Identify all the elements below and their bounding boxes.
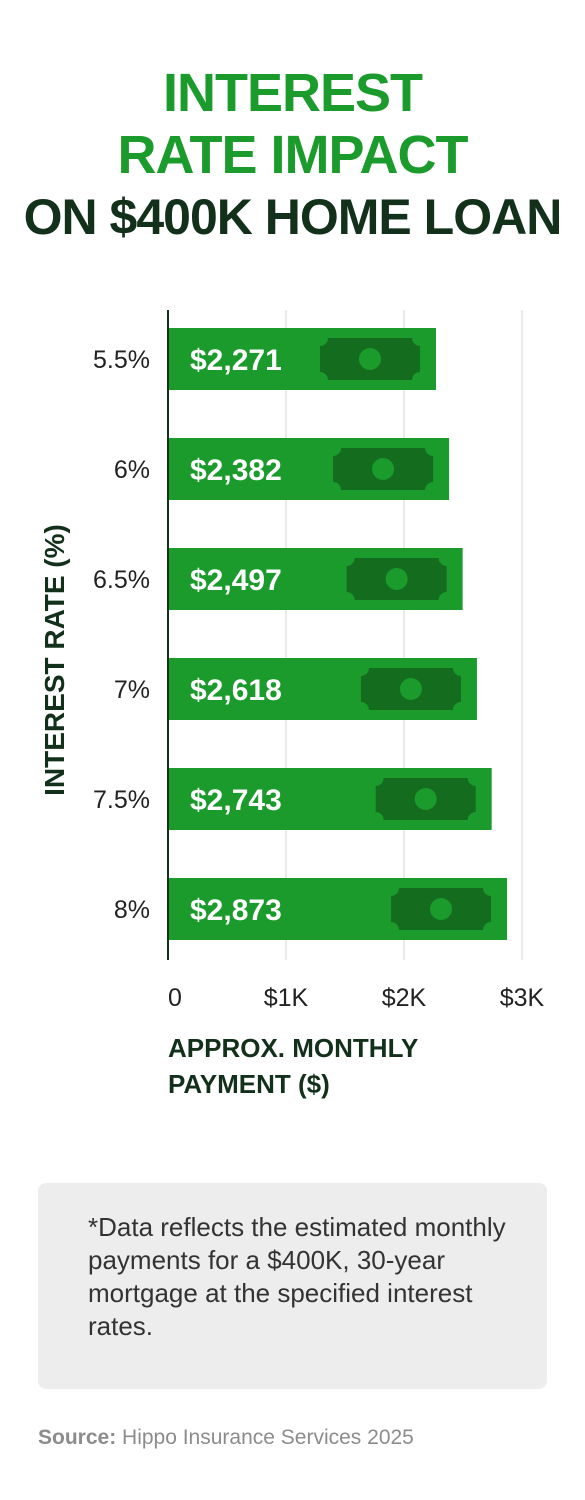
bill-center (385, 568, 408, 590)
y-tick-label: 6.5% (93, 566, 150, 594)
x-tick-label: $3K (500, 984, 545, 1012)
bill-center (358, 348, 381, 370)
bill-center (399, 678, 422, 700)
y-tick-label: 7% (114, 676, 150, 704)
bar-value-label: $2,743 (190, 784, 282, 817)
x-tick-label: $2K (382, 984, 427, 1012)
x-axis-title: APPROX. MONTHLY PAYMENT ($) (168, 1030, 418, 1102)
chart-title: INTEREST RATE IMPACT ON $400K HOME LOAN (0, 62, 585, 248)
bar-value-label: $2,497 (190, 564, 282, 597)
bill-center (430, 898, 453, 920)
bar-chart: $2,271 5.5% $2,382 6% $2,497 6.5% $2,618 7% $2,7… (39, 310, 545, 1012)
y-tick-label: 6% (114, 456, 150, 484)
bar-value-label: $2,873 (190, 894, 282, 927)
bar-value-label: $2,271 (190, 344, 282, 377)
x-tick-label: 0 (168, 984, 182, 1012)
dollar-bill-icon (346, 558, 447, 600)
bar-value-label: $2,618 (190, 674, 282, 707)
x-axis-title-line-1: APPROX. MONTHLY (168, 1033, 419, 1063)
bill-center (372, 458, 395, 480)
x-axis-title-line-2: PAYMENT ($) (168, 1069, 330, 1099)
y-tick-label: 5.5% (93, 346, 150, 374)
source-text: Hippo Insurance Services 2025 (116, 1426, 414, 1449)
title-line-1: INTEREST (162, 63, 423, 123)
dollar-bill-icon (375, 778, 476, 820)
source-credit: Source: Hippo Insurance Services 2025 (38, 1426, 414, 1450)
footnote-box: *Data reflects the estimated monthly pay… (38, 1183, 547, 1389)
title-line-2: RATE IMPACT (117, 125, 469, 185)
dollar-bill-icon (333, 448, 434, 490)
source-label: Source: (38, 1426, 117, 1449)
y-axis-title: INTEREST RATE (%) (39, 524, 70, 796)
bill-center (414, 788, 437, 810)
y-tick-label: 8% (114, 896, 150, 924)
dollar-bill-icon (391, 888, 492, 930)
x-tick-label: $1K (264, 984, 309, 1012)
y-tick-label: 7.5% (93, 786, 150, 814)
dollar-bill-icon (360, 668, 461, 710)
bar-value-label: $2,382 (190, 454, 282, 487)
dollar-bill-icon (319, 338, 420, 380)
title-line-3: ON $400K HOME LOAN (23, 189, 563, 245)
footnote-text: *Data reflects the estimated monthly pay… (88, 1212, 506, 1341)
